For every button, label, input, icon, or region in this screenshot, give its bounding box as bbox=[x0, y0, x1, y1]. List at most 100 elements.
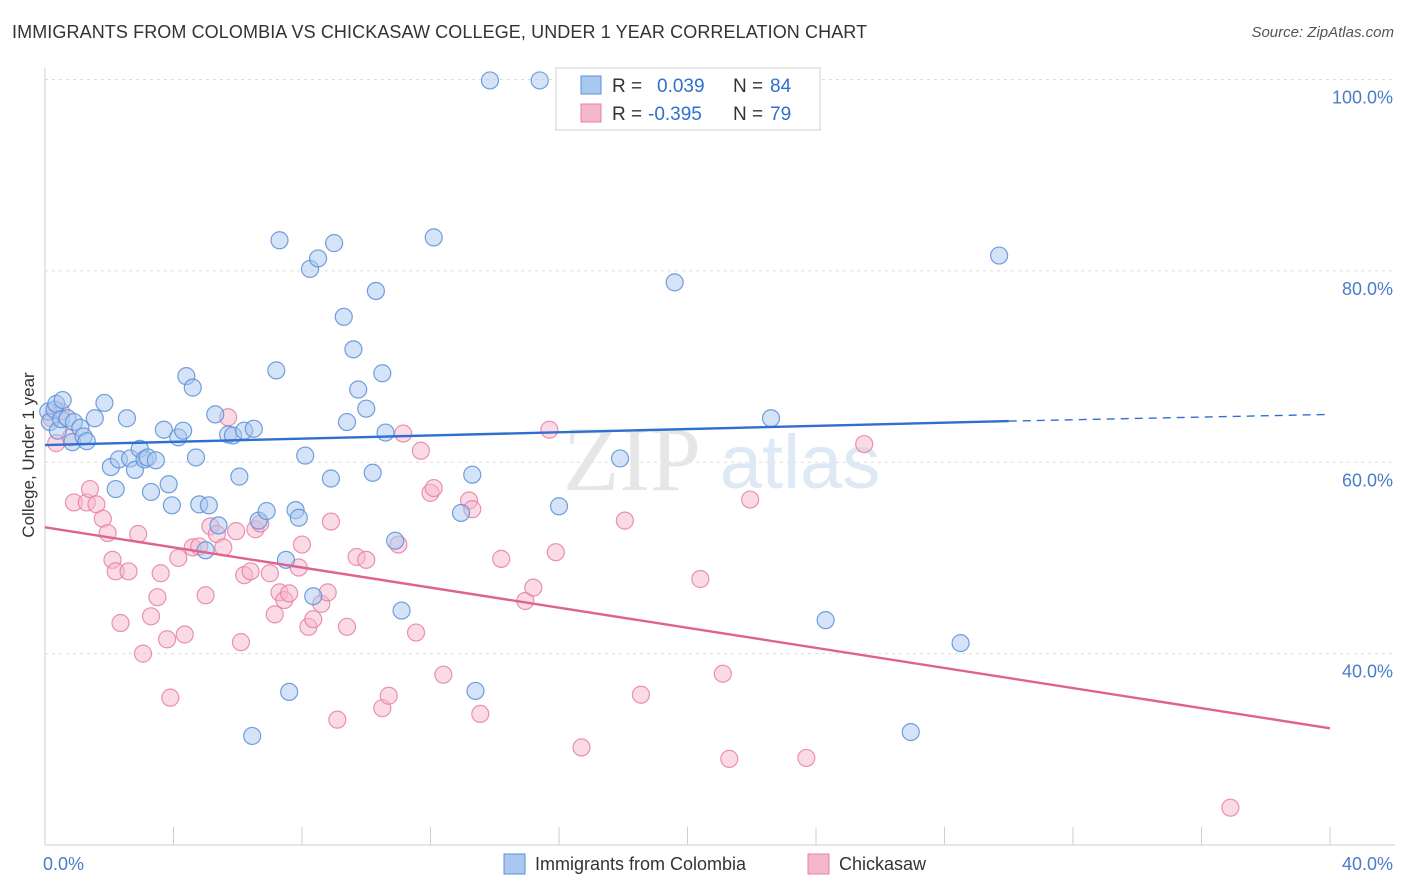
legend-n-label-1: N = bbox=[733, 76, 763, 97]
chickasaw-point-44 bbox=[304, 610, 323, 629]
colombia-point-28 bbox=[162, 496, 181, 515]
chickasaw-point-72 bbox=[691, 569, 710, 589]
chickasaw-point-64 bbox=[492, 549, 511, 568]
colombia-point-6 bbox=[53, 390, 72, 410]
series-legend-swatch-chickasaw bbox=[807, 853, 830, 875]
colombia-point-56 bbox=[321, 469, 341, 488]
chickasaw-point-19 bbox=[157, 630, 177, 649]
colombia-point-80 bbox=[816, 611, 835, 630]
chickasaw-point-30 bbox=[227, 522, 246, 541]
colombia-trend-line bbox=[44, 419, 1009, 447]
chickasaw-point-74 bbox=[720, 749, 739, 768]
colombia-point-76 bbox=[610, 449, 630, 468]
series-legend-label-colombia: Immigrants from Colombia bbox=[535, 854, 747, 874]
colombia-point-75 bbox=[549, 497, 569, 516]
colombia-point-43 bbox=[244, 419, 263, 438]
chickasaw-point-68 bbox=[546, 543, 565, 562]
colombia-point-74 bbox=[530, 71, 549, 90]
colombia-point-64 bbox=[366, 281, 385, 301]
colombia-point-58 bbox=[334, 307, 353, 326]
chickasaw-point-6 bbox=[80, 479, 100, 499]
chickasaw-point-33 bbox=[241, 562, 260, 581]
colombia-point-26 bbox=[154, 420, 173, 439]
chickasaw-point-56 bbox=[406, 623, 426, 642]
chickasaw-point-13 bbox=[119, 562, 138, 581]
axes bbox=[44, 68, 1395, 846]
colombia-point-54 bbox=[304, 587, 323, 606]
colombia-point-67 bbox=[386, 531, 405, 550]
chickasaw-point-42 bbox=[292, 535, 312, 554]
chickasaw-trend-line bbox=[44, 526, 1331, 730]
colombia-point-72 bbox=[466, 681, 485, 701]
colombia-point-73 bbox=[480, 71, 500, 90]
series-legend: Immigrants from Colombia Chickasaw bbox=[503, 853, 927, 875]
y-tick-label-40: 40.0% bbox=[1342, 662, 1393, 682]
colombia-points bbox=[39, 71, 1009, 746]
colombia-point-47 bbox=[270, 231, 289, 250]
colombia-point-79 bbox=[761, 409, 781, 428]
y-axis-title: College, Under 1 year bbox=[19, 372, 38, 538]
legend-n-value-2: 79 bbox=[770, 104, 791, 125]
chickasaw-point-66 bbox=[524, 578, 543, 597]
chickasaw-point-57 bbox=[411, 441, 430, 460]
colombia-point-14 bbox=[95, 393, 114, 413]
colombia-point-49 bbox=[280, 682, 299, 702]
chickasaw-point-36 bbox=[260, 564, 279, 583]
chickasaw-point-22 bbox=[175, 625, 194, 644]
chickasaw-point-60 bbox=[434, 665, 453, 684]
colombia-point-41 bbox=[230, 467, 249, 486]
chickasaw-point-70 bbox=[615, 511, 634, 530]
colombia-point-46 bbox=[267, 361, 286, 380]
chickasaw-point-77 bbox=[855, 434, 874, 454]
chickasaw-point-12 bbox=[111, 613, 130, 633]
colombia-point-37 bbox=[206, 405, 225, 424]
chickasaw-point-78 bbox=[1221, 798, 1240, 817]
chickasaw-point-67 bbox=[540, 420, 559, 439]
colombia-point-18 bbox=[117, 409, 137, 428]
chickasaw-point-15 bbox=[133, 644, 153, 663]
series-legend-label-chickasaw: Chickasaw bbox=[839, 854, 927, 874]
colombia-point-27 bbox=[159, 475, 178, 494]
colombia-point-38 bbox=[209, 516, 228, 535]
colombia-point-82 bbox=[951, 633, 970, 653]
colombia-point-51 bbox=[289, 508, 308, 527]
chart-title: IMMIGRANTS FROM COLOMBIA VS CHICKASAW CO… bbox=[12, 22, 868, 42]
colombia-point-35 bbox=[196, 541, 215, 560]
colombia-point-33 bbox=[186, 448, 206, 467]
y-tick-label-80: 80.0% bbox=[1342, 279, 1393, 299]
colombia-point-52 bbox=[296, 446, 315, 465]
legend-r-label-2: R = bbox=[612, 104, 642, 125]
chickasaw-point-75 bbox=[741, 490, 760, 509]
chickasaw-point-21 bbox=[169, 548, 188, 568]
colombia-point-71 bbox=[463, 465, 482, 484]
stats-legend: R = 0.039 N = 84 R = -0.395 N = 79 bbox=[555, 67, 821, 131]
colombia-point-16 bbox=[106, 479, 125, 499]
colombia-point-68 bbox=[392, 601, 411, 620]
colombia-trend-line-extension bbox=[1008, 413, 1331, 422]
watermark-atlas: atlas bbox=[720, 420, 881, 505]
colombia-point-13 bbox=[85, 409, 104, 428]
colombia-point-84 bbox=[243, 726, 262, 746]
chickasaw-point-16 bbox=[141, 607, 161, 626]
colombia-point-24 bbox=[141, 482, 161, 502]
chickasaw-point-71 bbox=[631, 685, 651, 704]
chickasaw-point-53 bbox=[379, 686, 398, 705]
colombia-point-78 bbox=[665, 273, 684, 292]
legend-swatch-pink bbox=[580, 103, 602, 123]
colombia-point-32 bbox=[183, 378, 202, 397]
colombia-point-63 bbox=[363, 463, 382, 482]
colombia-point-12 bbox=[77, 432, 96, 451]
colombia-point-45 bbox=[257, 501, 276, 521]
legend-n-label-2: N = bbox=[733, 104, 763, 125]
colombia-point-70 bbox=[451, 503, 471, 523]
chickasaw-point-49 bbox=[337, 617, 357, 636]
colombia-point-60 bbox=[344, 340, 363, 359]
chickasaw-point-47 bbox=[321, 512, 341, 531]
colombia-point-25 bbox=[146, 451, 165, 470]
x-tick-label-40: 40.0% bbox=[1342, 854, 1393, 874]
colombia-point-55 bbox=[308, 249, 328, 268]
chickasaw-point-63 bbox=[471, 704, 490, 724]
chickasaw-point-59 bbox=[424, 478, 443, 498]
chickasaw-point-25 bbox=[196, 586, 215, 605]
